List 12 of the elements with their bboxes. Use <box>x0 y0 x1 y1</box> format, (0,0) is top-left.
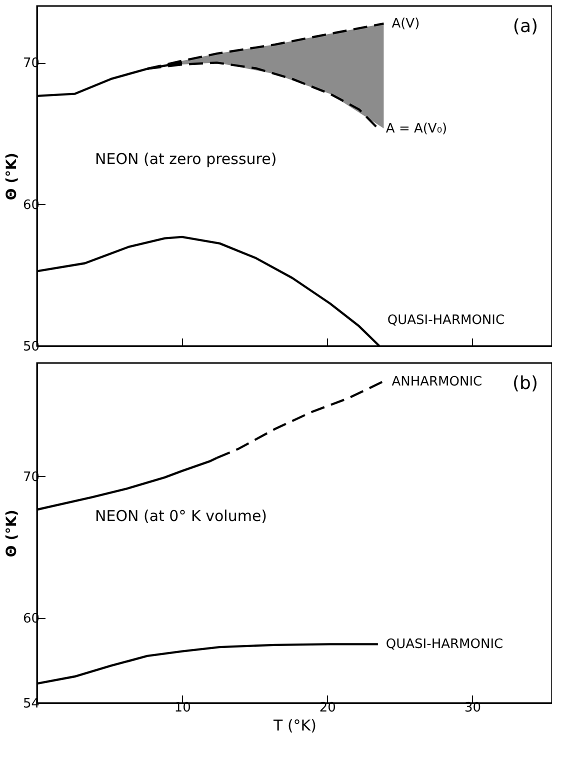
series-label: A(V) <box>392 16 420 32</box>
series-label: A = A(V₀) <box>386 121 448 136</box>
annotation: (a) <box>512 16 538 37</box>
annotation: NEON (at 0° K volume) <box>95 507 268 525</box>
series-label: QUASI-HARMONIC <box>386 637 504 652</box>
annotation: NEON (at zero pressure) <box>95 150 277 168</box>
y-axis-title: Θ (°K) <box>4 510 20 558</box>
y-axis-title: Θ (°K) <box>4 152 20 200</box>
series-label: QUASI-HARMONIC <box>387 313 505 328</box>
x-axis-title: T (°K) <box>272 716 316 734</box>
annotation: (b) <box>512 373 538 394</box>
series-label: ANHARMONIC <box>392 374 482 390</box>
